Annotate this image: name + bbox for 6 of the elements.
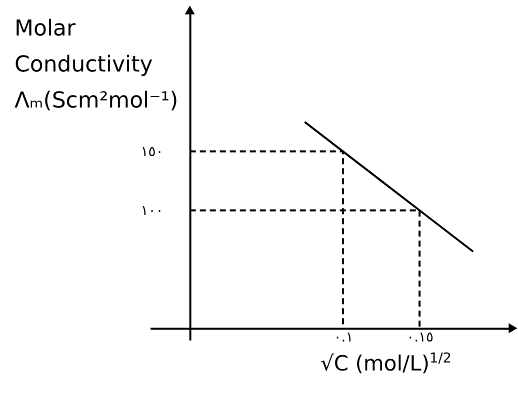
x-axis-title: √C (mol/L)$^{1/2}$ [320, 350, 452, 376]
y-axis-title: Molar Conductivity Λₘ(Scm²mol⁻¹) [14, 16, 178, 114]
y-tick-label: ١٥٠ [140, 144, 164, 160]
y-tick-label: ١٠٠ [140, 202, 164, 219]
x-tick-label: ٠.١ [334, 330, 354, 346]
x-tick-label: ٠.١٥ [406, 330, 434, 346]
